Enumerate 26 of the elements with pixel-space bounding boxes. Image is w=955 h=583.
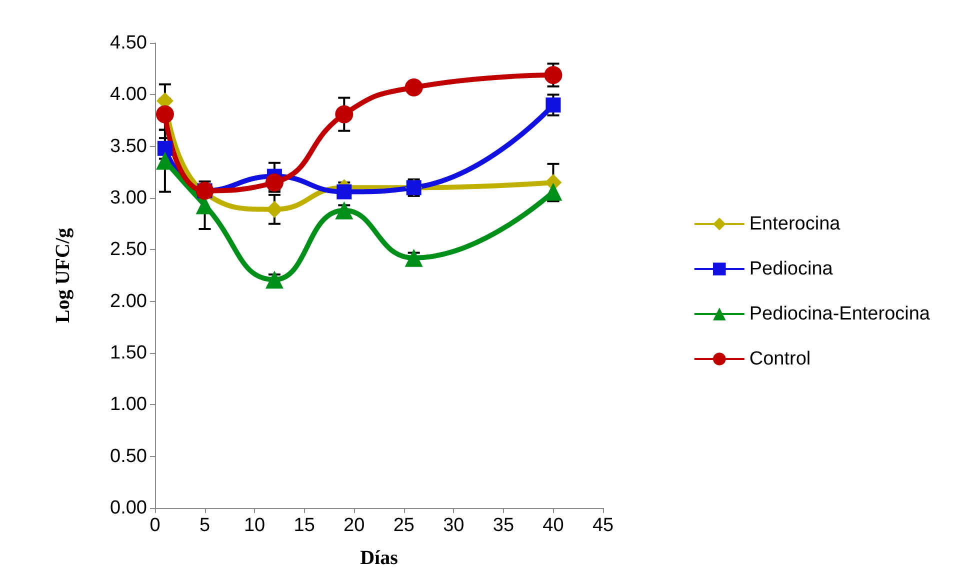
x-tick-label: 20 xyxy=(344,515,365,536)
y-tick-label: 1.00 xyxy=(110,394,147,416)
x-tick-label: 0 xyxy=(150,515,160,536)
y-tick-label: 0.00 xyxy=(110,498,147,518)
y-tick-label: 1.50 xyxy=(110,342,147,364)
y-tick-label: 2.50 xyxy=(110,239,147,260)
legend-label: Pediocina-Enterocina xyxy=(749,304,930,324)
y-tick-label: 0.50 xyxy=(110,446,147,467)
x-axis-title: Días xyxy=(360,547,398,569)
y-tick-label: 2.00 xyxy=(110,290,147,312)
x-tick-label: 15 xyxy=(294,515,315,536)
x-tick-label: 30 xyxy=(443,515,464,536)
x-tick-label: 40 xyxy=(542,515,564,536)
y-tick-label: 3.50 xyxy=(110,136,147,157)
y-tick-label: 3.00 xyxy=(110,188,147,208)
y-tick-label: 4.00 xyxy=(110,84,147,106)
y-tick-label: 4.50 xyxy=(110,32,147,54)
legend-label: Control xyxy=(749,348,811,370)
legend-label: Pediocina xyxy=(749,258,834,280)
x-tick-label: 5 xyxy=(199,515,210,536)
x-tick-label: 10 xyxy=(244,515,266,536)
x-tick-label: 25 xyxy=(393,515,414,536)
x-tick-label: 35 xyxy=(492,515,514,536)
legend-label: Enterocina xyxy=(749,214,841,234)
y-axis-title: Log UFC/g xyxy=(52,228,74,323)
x-tick-label: 45 xyxy=(592,515,614,536)
